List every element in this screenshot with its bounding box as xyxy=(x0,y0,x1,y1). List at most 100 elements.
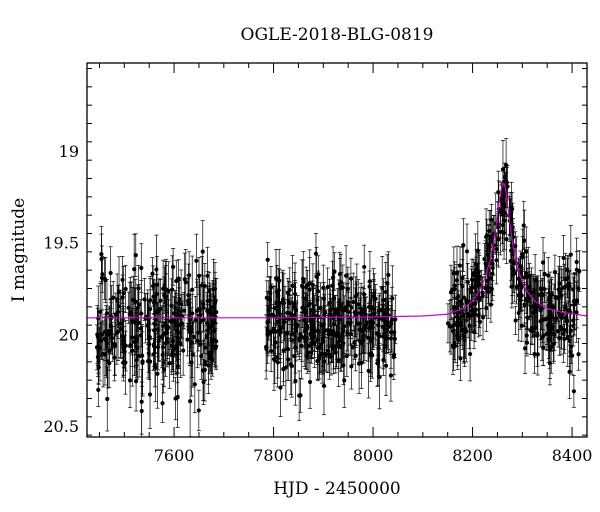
data-point xyxy=(386,272,391,278)
data-point xyxy=(175,364,181,369)
data-point xyxy=(205,308,210,313)
data-point xyxy=(348,315,353,320)
data-point xyxy=(280,300,285,305)
x-tick-label: 8200 xyxy=(452,446,493,465)
data-point xyxy=(462,337,467,343)
data-point xyxy=(181,348,186,353)
data-point xyxy=(195,308,200,313)
data-point xyxy=(501,193,506,199)
data-point xyxy=(133,379,139,384)
data-point xyxy=(485,252,490,257)
data-point xyxy=(154,282,160,287)
data-point xyxy=(474,283,480,288)
data-point xyxy=(189,360,194,365)
data-point xyxy=(533,308,538,314)
data-point xyxy=(287,287,292,293)
data-point xyxy=(200,368,206,373)
data-point xyxy=(181,308,187,313)
data-point xyxy=(540,260,546,265)
data-point xyxy=(561,255,566,261)
data-point xyxy=(131,297,136,303)
data-point xyxy=(120,295,125,300)
data-point xyxy=(134,357,139,363)
data-point xyxy=(213,346,218,351)
data-point xyxy=(292,291,298,297)
data-point xyxy=(200,249,205,254)
data-point xyxy=(576,352,581,357)
data-point xyxy=(356,361,362,366)
data-point xyxy=(488,276,493,281)
y-tick-label: 20.5 xyxy=(43,417,79,436)
data-point xyxy=(192,382,197,387)
data-point xyxy=(471,271,476,276)
data-point xyxy=(501,230,507,236)
data-point xyxy=(293,345,298,350)
x-axis-ticks: 7600 7800 8000 8200 8400 xyxy=(98,63,593,465)
data-point xyxy=(264,346,269,352)
data-point xyxy=(552,270,557,275)
data-point xyxy=(163,294,168,299)
y-axis-ticks: 19 19.5 20 20.5 xyxy=(43,68,587,436)
data-point xyxy=(123,286,128,292)
data-point xyxy=(135,306,140,311)
data-point xyxy=(535,352,540,357)
data-point xyxy=(120,342,126,347)
data-point xyxy=(129,310,134,315)
data-point xyxy=(321,296,327,301)
data-point xyxy=(321,383,327,388)
data-point xyxy=(519,323,524,328)
data-point xyxy=(139,265,144,271)
data-point xyxy=(536,292,541,297)
data-point xyxy=(486,289,491,294)
data-point xyxy=(194,258,199,263)
data-point xyxy=(484,305,489,311)
data-point xyxy=(115,297,120,302)
model-curve-layer xyxy=(87,182,587,319)
data-point xyxy=(136,354,142,359)
data-point xyxy=(477,274,482,279)
data-point xyxy=(469,277,475,282)
data-point xyxy=(348,276,354,281)
data-point xyxy=(574,259,579,265)
data-point xyxy=(452,283,457,288)
data-point xyxy=(165,340,170,345)
data-point xyxy=(522,238,527,243)
x-axis-label: HJD - 2450000 xyxy=(273,479,401,499)
data-point xyxy=(528,289,534,295)
data-point xyxy=(99,275,105,280)
data-point xyxy=(524,298,530,303)
data-point xyxy=(321,322,326,327)
data-point xyxy=(269,312,274,317)
data-point xyxy=(318,342,324,347)
data-point xyxy=(344,353,349,359)
data-point xyxy=(489,286,494,291)
data-point xyxy=(494,258,499,263)
data-point xyxy=(530,304,535,309)
data-point xyxy=(546,273,551,278)
data-point xyxy=(384,336,389,341)
data-point xyxy=(278,385,283,390)
data-point xyxy=(361,292,367,297)
data-point xyxy=(490,261,495,266)
data-point xyxy=(146,322,151,327)
data-point xyxy=(112,342,118,347)
data-point xyxy=(561,331,566,336)
data-point xyxy=(528,328,533,333)
data-point xyxy=(503,162,509,168)
data-point xyxy=(99,332,105,337)
x-tick-label: 8400 xyxy=(552,446,593,465)
data-point xyxy=(502,174,507,180)
x-tick-label: 8000 xyxy=(353,446,394,465)
data-point xyxy=(336,334,342,339)
data-point xyxy=(116,289,122,294)
data-point xyxy=(276,319,281,324)
data-point xyxy=(176,276,181,281)
data-point xyxy=(452,343,458,349)
data-point xyxy=(315,297,320,302)
data-point xyxy=(518,297,523,303)
data-point xyxy=(107,348,112,354)
data-point xyxy=(454,270,460,275)
data-point xyxy=(140,359,145,364)
data-point xyxy=(267,297,272,302)
x-tick-label: 7600 xyxy=(154,446,195,465)
